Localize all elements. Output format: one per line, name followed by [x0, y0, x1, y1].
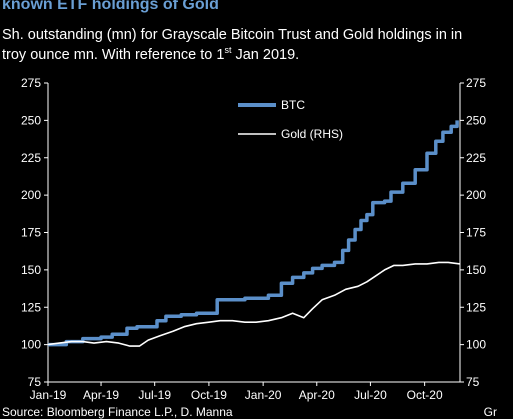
right-y-tick-label: 175: [466, 226, 486, 240]
left-y-tick-label: 275: [21, 76, 41, 90]
left-y-tick-label: 100: [21, 338, 41, 352]
series-line-gold: [47, 261, 461, 347]
x-tick-label: Jan-19: [30, 388, 67, 402]
right-y-tick-label: 125: [466, 300, 486, 314]
x-tick-label: Apr-20: [299, 388, 335, 402]
left-y-tick-label: 75: [28, 375, 42, 389]
legend-label-btc: BTC: [281, 98, 305, 112]
series-line-btc: [48, 120, 459, 347]
right-y-tick-label: 75: [466, 375, 480, 389]
x-axis: Jan-19 Apr-19 Jul-19 Oct-19 Jan-20 Apr-20 Jul-…: [30, 381, 460, 402]
footer-right-note: Gr: [483, 405, 497, 419]
left-y-tick-label: 150: [21, 263, 41, 277]
right-y-tick-label: 200: [466, 188, 486, 202]
x-tick-label: Oct-20: [407, 388, 443, 402]
chart-title: known ETF holdings of Gold: [2, 0, 219, 13]
chart-subtitle: Sh. outstanding (mn) for Grayscale Bitco…: [2, 25, 462, 65]
right-y-tick-label: 150: [466, 263, 486, 277]
left-y-tick-label: 225: [21, 151, 41, 165]
subtitle-line-1: Sh. outstanding (mn) for Grayscale Bitco…: [2, 27, 463, 43]
right-y-tick-label: 250: [466, 113, 486, 127]
left-y-tick-label: 125: [21, 300, 41, 314]
chart-legend: BTC Gold (RHS): [238, 98, 343, 141]
right-y-tick-label: 225: [466, 151, 486, 165]
source-note: Source: Bloomberg Finance L.P., D. Manna: [2, 405, 233, 419]
series-layer: [47, 120, 461, 347]
left-y-tick-label: 175: [21, 226, 41, 240]
right-y-axis: 75 100 125 150 175 200 225 250 275: [459, 76, 486, 389]
left-y-tick-label: 200: [21, 188, 41, 202]
left-y-axis: 75 100 125 150 175 200 225 250 275: [21, 76, 49, 389]
x-tick-label: Jul-19: [138, 388, 171, 402]
x-tick-label: Jul-20: [354, 388, 387, 402]
right-y-tick-label: 275: [466, 76, 486, 90]
left-y-tick-label: 250: [21, 113, 41, 127]
subtitle-line-2: troy ounce mn. With reference to 1: [2, 47, 225, 63]
right-y-tick-label: 100: [466, 338, 486, 352]
legend-label-gold: Gold (RHS): [281, 127, 343, 141]
subtitle-line-2-end: Jan 2019.: [231, 47, 300, 63]
x-tick-label: Jan-20: [245, 388, 282, 402]
x-tick-label: Apr-19: [83, 388, 119, 402]
subtitle-superscript: st: [224, 45, 232, 56]
x-tick-label: Oct-19: [191, 388, 227, 402]
